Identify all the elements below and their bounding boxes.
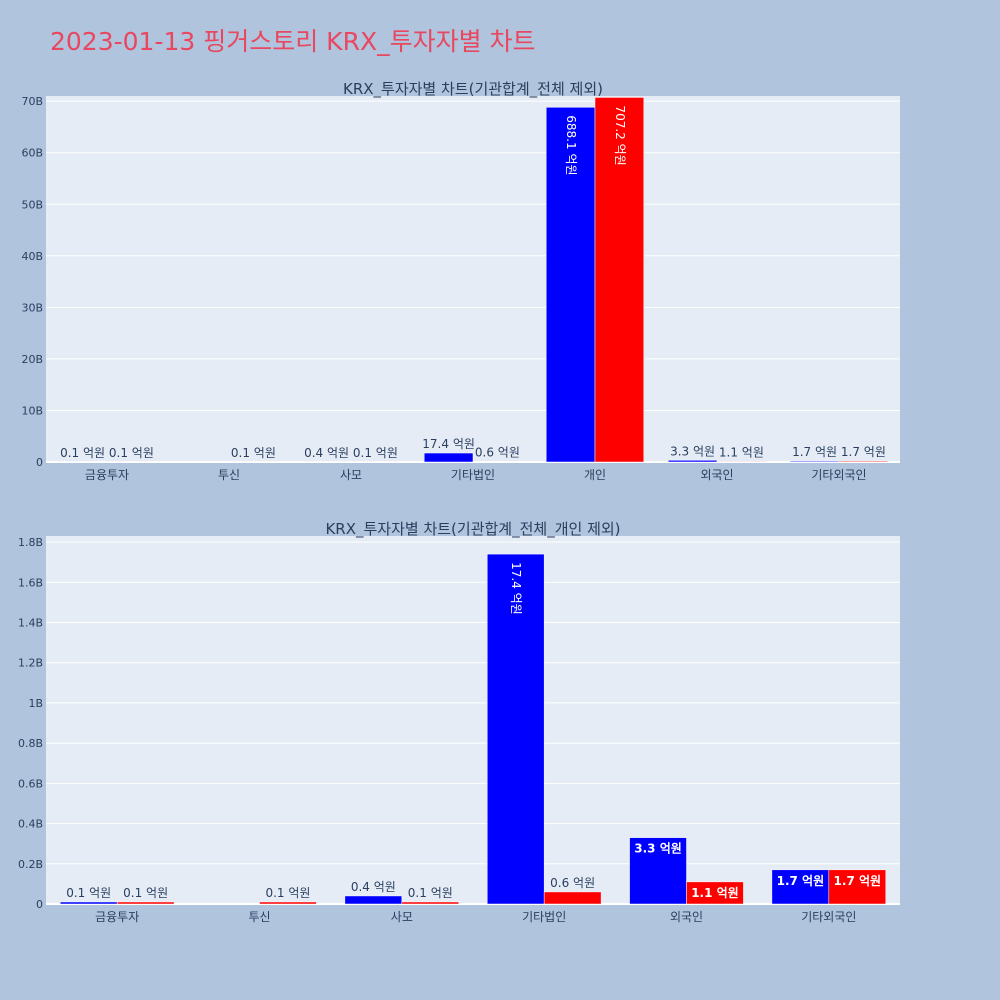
bottom-chart-bar (686, 881, 744, 905)
top-chart-bar (545, 107, 596, 463)
top-chart-bar-label: 0.1 억원 (109, 446, 154, 460)
bottom-chart-bar (486, 553, 545, 905)
bottom-chart-x-tick-label: 사모 (391, 910, 413, 924)
top-chart-bar-label: 0.6 억원 (475, 446, 520, 460)
bottom-chart-bar-label: 1.1 억원 (691, 886, 739, 900)
top-chart-bar-label: 0.1 억원 (353, 446, 398, 460)
top-chart-title: KRX_투자자별 차트(기관합계_전체 제외) (343, 80, 603, 99)
top-chart-x-tick-label: 사모 (340, 468, 362, 482)
bottom-chart-x-tick-label: 금융투자 (95, 910, 139, 924)
bottom-chart-bar (59, 901, 118, 905)
bottom-chart-bar (828, 869, 887, 905)
top-chart-y-tick-label: 70B (21, 95, 43, 108)
bottom-chart-bar-label: 0.1 억원 (408, 886, 453, 900)
top-chart-plot-area (46, 96, 900, 462)
bottom-chart-bar-label: 0.4 억원 (351, 880, 396, 894)
top-chart-y-tick-label: 30B (21, 301, 43, 314)
bottom-chart-bar (344, 895, 403, 905)
top-chart-x-tick-label: 개인 (584, 468, 606, 482)
top-chart-bar (594, 97, 645, 463)
top-chart-x-tick-label: 기타외국인 (811, 468, 866, 482)
top-chart-y-tick-label: 60B (21, 147, 43, 160)
top-chart-bar (667, 460, 718, 463)
bottom-chart-x-tick-label: 기타외국인 (801, 910, 856, 924)
top-chart-y-tick-label: 20B (21, 353, 43, 366)
top-chart-bar-label: 1.7 억원 (841, 445, 886, 459)
bottom-chart-x-tick-label: 외국인 (670, 910, 703, 924)
bottom-chart-y-tick-label: 0.4B (18, 818, 43, 831)
top-chart-bar-label: 0.1 억원 (60, 446, 105, 460)
top-chart-y-tick-label: 40B (21, 250, 43, 263)
page-title: 2023-01-13 핑거스토리 KRX_투자자별 차트 (50, 27, 536, 56)
bottom-chart-y-tick-label: 1.8B (18, 536, 43, 549)
bottom-chart-x-tick-label: 투신 (248, 910, 270, 924)
top-chart-x-tick-label: 금융투자 (85, 468, 129, 482)
investor-chart-excluding-institutions: KRX_투자자별 차트(기관합계_전체 제외) 0 10B 20B 30B 40B 50B 6… (21, 80, 900, 482)
bottom-chart-y-tick-label: 0.2B (18, 858, 43, 871)
bottom-chart-bar-label: 17.4 억원 (509, 562, 523, 615)
bottom-chart-bar-label: 1.7 억원 (834, 874, 882, 888)
bottom-chart-y-tick-label: 1.4B (18, 616, 43, 629)
bottom-chart-title: KRX_투자자별 차트(기관합계_전체_개인 제외) (325, 520, 620, 539)
bottom-chart-bar (116, 901, 175, 905)
bottom-chart-bar (259, 901, 317, 905)
bottom-chart-y-tick-label: 0.6B (18, 777, 43, 790)
bottom-chart-bar-label: 0.6 억원 (550, 876, 595, 890)
bottom-chart-y-tick-label: 1B (28, 697, 43, 710)
bottom-chart-bar-label: 0.1 억원 (66, 886, 111, 900)
top-chart-bar-label: 707.2 억원 (613, 105, 627, 165)
bottom-chart-y-tick-label: 1.6B (18, 576, 43, 589)
bottom-chart-x-tick-label: 기타법인 (522, 910, 566, 924)
top-chart-x-tick-label: 기타법인 (451, 468, 495, 482)
top-chart-bar-label: 688.1 억원 (564, 115, 578, 175)
bottom-chart-plot-area (46, 536, 900, 904)
top-chart-bar-label: 0.4 억원 (304, 446, 349, 460)
bottom-chart-y-tick-label: 1.2B (18, 657, 43, 670)
top-chart-bar (789, 460, 840, 463)
bottom-chart-bar-label: 3.3 억원 (634, 842, 682, 856)
top-chart-bar-label: 1.7 억원 (792, 445, 837, 459)
bottom-chart-bar (771, 869, 830, 905)
top-chart-bar (838, 460, 889, 463)
top-chart-bar (716, 461, 767, 463)
top-chart-bar-label: 1.1 억원 (719, 445, 764, 459)
top-chart-y-tick-label: 50B (21, 198, 43, 211)
bottom-chart-bar-label: 1.7 억원 (777, 874, 825, 888)
bottom-chart-bar (629, 837, 687, 905)
investor-chart-excluding-institutions-individual: KRX_투자자별 차트(기관합계_전체_개인 제외) 0 0.2B 0.4B 0.6B 0… (18, 520, 900, 924)
bottom-chart-bar (401, 901, 460, 905)
top-chart-x-tick-label: 외국인 (700, 468, 733, 482)
top-chart-x-tick-label: 투신 (218, 468, 240, 482)
top-chart-bar-label: 17.4 억원 (422, 437, 475, 451)
top-chart-bar-label: 3.3 억원 (670, 444, 715, 458)
top-chart-y-tick-label: 10B (21, 404, 43, 417)
top-chart-bar (423, 452, 474, 463)
bottom-chart-bar-label: 0.1 억원 (265, 886, 310, 900)
top-chart-y-tick-label: 0 (36, 456, 43, 469)
top-chart-bar-label: 0.1 억원 (231, 446, 276, 460)
bottom-chart-bar (543, 891, 602, 905)
bottom-chart-y-tick-label: 0.8B (18, 737, 43, 750)
bottom-chart-bar-label: 0.1 억원 (123, 886, 168, 900)
bottom-chart-y-tick-label: 0 (36, 898, 43, 911)
